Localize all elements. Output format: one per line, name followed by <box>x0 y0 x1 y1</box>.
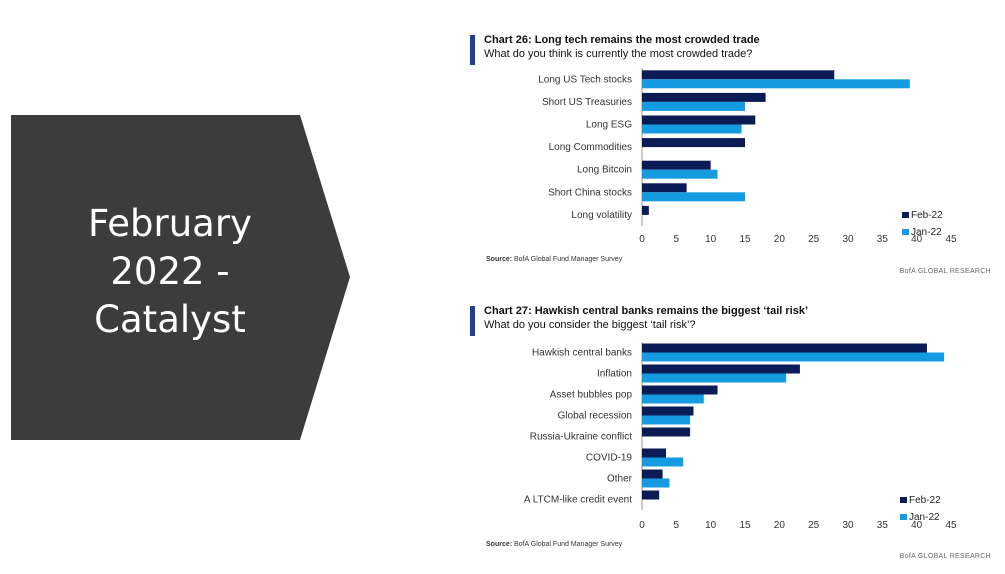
legend-swatch-feb-22 <box>900 497 907 503</box>
category-label: A LTCM-like credit event <box>524 495 632 506</box>
x-tick-label: 40 <box>911 234 923 245</box>
chart-26-source: Source: BofA Global Fund Manager Survey <box>486 256 622 263</box>
x-tick-label: 35 <box>877 234 889 245</box>
x-tick-label: 10 <box>705 520 717 531</box>
bar-jan-22 <box>642 478 670 488</box>
slide-title: February 2022 - Catalyst <box>88 202 252 341</box>
category-label: Asset bubbles pop <box>550 390 633 401</box>
bar-feb-22 <box>642 205 649 215</box>
x-tick-label: 35 <box>877 520 889 531</box>
legend-label: Feb-22 <box>909 495 941 506</box>
chevron-arrow-shape <box>11 115 350 440</box>
x-tick-label: 30 <box>842 234 854 245</box>
chart-27-source: Source: BofA Global Fund Manager Survey <box>486 541 622 548</box>
legend-swatch-feb-22 <box>902 212 909 218</box>
legend-label: Jan-22 <box>911 227 942 238</box>
category-label: Long ESG <box>586 120 632 131</box>
chart-27-title: Chart 27: Hawkish central banks remains … <box>484 305 809 317</box>
bar-feb-22 <box>642 70 835 80</box>
category-label: Other <box>607 474 633 485</box>
bar-jan-22 <box>642 192 745 202</box>
category-label: Long US Tech stocks <box>538 74 632 85</box>
bar-feb-22 <box>642 406 694 416</box>
x-tick-label: 15 <box>739 520 751 531</box>
category-label: Long Commodities <box>549 142 632 153</box>
x-tick-label: 20 <box>774 520 786 531</box>
category-label: Long volatility <box>571 210 632 221</box>
category-label: COVID-19 <box>586 453 633 464</box>
x-tick-label: 45 <box>945 520 957 531</box>
legend-label: Feb-22 <box>911 210 943 221</box>
chart-26-plot: Long US Tech stocks Short US Treasuries Lo… <box>538 68 957 245</box>
bar-feb-22 <box>642 343 927 353</box>
bar-jan-22 <box>642 352 945 362</box>
x-tick-label: 45 <box>945 234 957 245</box>
category-label: Global recession <box>558 411 632 422</box>
chart-26-credit: BofA GLOBAL RESEARCH <box>899 268 991 275</box>
chart-26-header: Chart 26: Long tech remains the most cro… <box>470 33 990 65</box>
bar-jan-22 <box>642 79 910 89</box>
category-label: Inflation <box>597 369 632 380</box>
x-tick-label: 25 <box>808 520 820 531</box>
chart-26: Chart 26: Long tech remains the most cro… <box>470 33 990 281</box>
legend-swatch-jan-22 <box>900 514 907 520</box>
bar-jan-22 <box>642 169 718 179</box>
chart-26-title: Chart 26: Long tech remains the most cro… <box>484 34 760 46</box>
chart-26-source-label: Source: <box>486 256 513 263</box>
category-label: Hawkish central banks <box>532 348 632 359</box>
x-tick-label: 0 <box>639 234 645 245</box>
chart-27-credit: BofA GLOBAL RESEARCH <box>899 553 991 560</box>
chart-26-subtitle: What do you think is currently the most … <box>484 48 753 60</box>
bar-feb-22 <box>642 138 745 148</box>
chart-27: Chart 27: Hawkish central banks remains … <box>470 304 990 542</box>
x-tick-label: 0 <box>639 520 645 531</box>
chart-27-source-label: Source: <box>486 541 513 548</box>
chart-27-header: Chart 27: Hawkish central banks remains … <box>470 304 990 336</box>
bar-jan-22 <box>642 124 742 134</box>
bar-jan-22 <box>642 415 691 425</box>
category-label: Short US Treasuries <box>542 97 632 108</box>
chart-27-subtitle: What do you consider the biggest ‘tail r… <box>484 319 696 331</box>
bar-feb-22 <box>642 92 766 102</box>
category-label: Short China stocks <box>548 187 632 198</box>
x-tick-label: 10 <box>705 234 717 245</box>
chart-26-accent-bar <box>470 35 475 65</box>
x-tick-label: 5 <box>674 520 680 531</box>
bar-feb-22 <box>642 160 711 170</box>
chart-27-accent-bar <box>470 306 475 336</box>
x-tick-label: 40 <box>911 520 923 531</box>
bar-jan-22 <box>642 373 787 383</box>
chart-27-source-text: BofA Global Fund Manager Survey <box>514 541 623 548</box>
x-tick-label: 25 <box>808 234 820 245</box>
bar-jan-22 <box>642 101 745 111</box>
chart-27-plot: Hawkish central banks Inflation Asset bubb… <box>524 342 957 531</box>
chart-26-source-text: BofA Global Fund Manager Survey <box>514 256 623 263</box>
legend-swatch-jan-22 <box>902 229 909 235</box>
legend-label: Jan-22 <box>909 512 940 523</box>
bar-feb-22 <box>642 427 691 437</box>
bar-feb-22 <box>642 183 687 193</box>
category-label: Russia-Ukraine conflict <box>530 432 632 443</box>
bar-feb-22 <box>642 469 663 479</box>
x-tick-label: 15 <box>739 234 751 245</box>
x-tick-label: 5 <box>674 234 680 245</box>
bar-feb-22 <box>642 448 667 458</box>
category-label: Long Bitcoin <box>577 165 632 176</box>
bar-feb-22 <box>642 385 718 395</box>
bar-jan-22 <box>642 457 684 467</box>
bar-feb-22 <box>642 115 756 125</box>
chevron-arrow-fill <box>11 115 350 440</box>
bar-feb-22 <box>642 490 660 500</box>
x-tick-label: 20 <box>774 234 786 245</box>
bar-jan-22 <box>642 394 704 404</box>
bar-feb-22 <box>642 364 800 374</box>
x-tick-label: 30 <box>842 520 854 531</box>
